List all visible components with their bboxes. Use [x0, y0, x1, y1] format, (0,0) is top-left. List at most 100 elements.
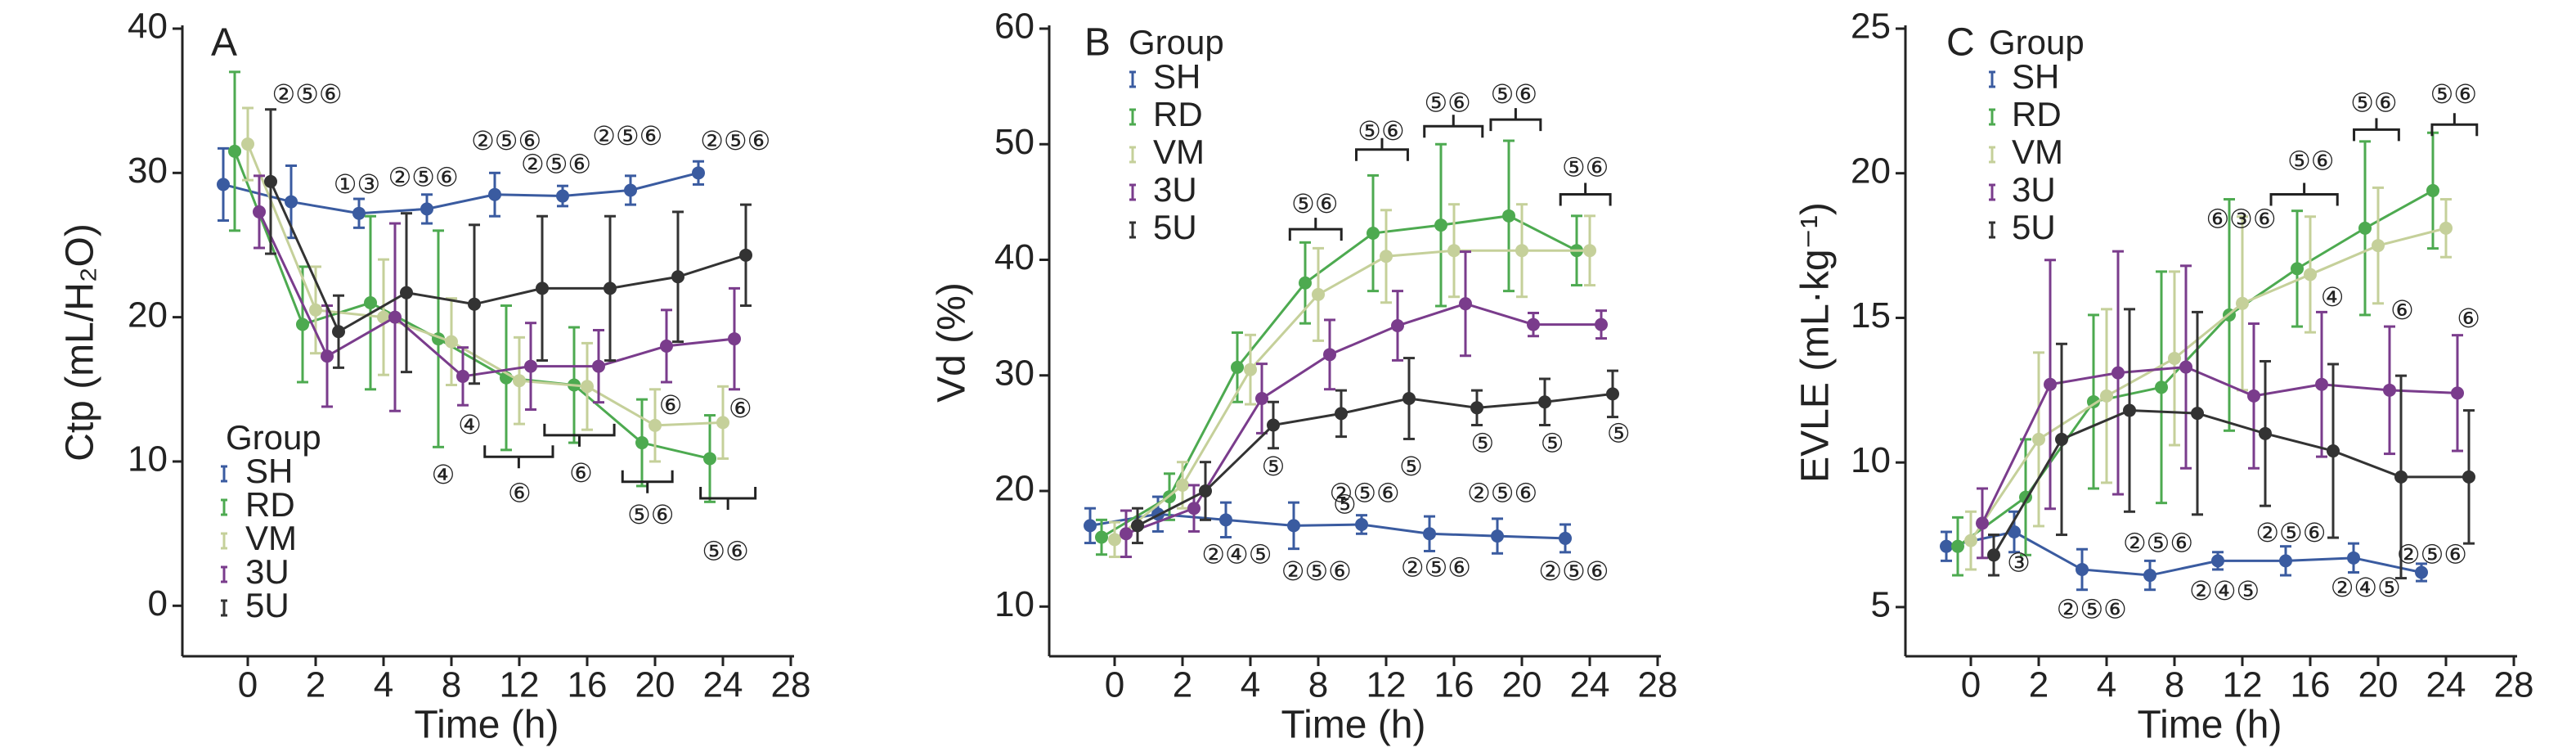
point [285, 195, 298, 209]
y-tick-label: 20 [1851, 151, 1891, 191]
x-axis-label: Time (h) [1281, 704, 1426, 747]
annotation: ②⑤⑥ [2255, 518, 2326, 547]
series-line [269, 181, 747, 334]
point [1434, 218, 1447, 232]
point [1987, 548, 2000, 562]
point [2462, 470, 2475, 484]
point [1131, 519, 1144, 533]
point [1267, 418, 1280, 432]
point [1940, 539, 1953, 553]
point [1491, 529, 1504, 543]
annotation: ②⑤⑥ [2123, 528, 2193, 557]
legend-label: RD [2012, 95, 2062, 133]
y-tick-label: 15 [1851, 295, 1891, 335]
annotation: ⑤⑥ [2430, 79, 2477, 109]
annotation: ②⑤⑥ [471, 126, 541, 155]
annotation: ⑤ [1333, 490, 1357, 520]
point [1187, 502, 1200, 516]
point [2394, 470, 2408, 484]
point [1502, 209, 1515, 223]
annotation: ②⑤⑥ [700, 126, 770, 155]
annotation: ⑤⑥ [1562, 153, 1609, 182]
annotation: ③ [2007, 548, 2031, 578]
annotation: ④ [432, 460, 456, 489]
x-tick-label: 4 [2097, 665, 2116, 705]
y-axis-label: Vd (%) [931, 282, 974, 403]
point [468, 297, 481, 311]
point [2291, 262, 2304, 276]
point [536, 281, 549, 295]
x-tick-label: 2 [2029, 665, 2049, 705]
x-tick-label: 2 [306, 665, 325, 705]
point [1323, 348, 1336, 362]
annotation: ⑥ [2457, 304, 2480, 333]
point [420, 202, 433, 216]
point [388, 310, 402, 324]
x-axis-label: Time (h) [415, 704, 559, 747]
point [1299, 276, 1312, 290]
point [2112, 366, 2125, 380]
point [2044, 377, 2057, 391]
point [728, 332, 741, 346]
annotation: ①③ [334, 169, 380, 199]
point [2279, 554, 2292, 568]
x-tick-label: 16 [2291, 665, 2331, 705]
point [1255, 392, 1268, 406]
legend-label: SH [1153, 57, 1200, 96]
annotation: ⑤⑥ [1424, 88, 1470, 117]
y-tick-label: 50 [994, 122, 1034, 162]
point [1120, 527, 1133, 541]
annotation: ②⑤⑥ [521, 149, 591, 178]
annotation: ④ [458, 410, 482, 439]
point [1199, 484, 1212, 498]
legend-label: 3U [245, 552, 289, 591]
x-tick-label: 28 [771, 665, 811, 705]
y-tick-label: 10 [994, 584, 1034, 624]
bracket [543, 423, 616, 447]
x-tick-label: 8 [442, 665, 461, 705]
legend-label: 3U [1153, 170, 1197, 209]
x-tick-label: 28 [2494, 665, 2534, 705]
point [2179, 360, 2192, 374]
x-tick-label: 24 [703, 665, 743, 705]
point [556, 189, 569, 203]
annotation: ⑤ [1470, 428, 1494, 457]
x-tick-label: 24 [1570, 665, 1610, 705]
annotation: ⑥③⑥ [2206, 204, 2276, 233]
point [1335, 407, 1348, 421]
panel-label: B [1084, 21, 1111, 65]
series-line [1101, 214, 1577, 538]
point [2327, 444, 2340, 458]
series-line [1137, 392, 1613, 527]
bracket [2430, 113, 2479, 137]
point [1287, 519, 1300, 533]
point [2008, 525, 2021, 539]
legend-label: VM [1153, 133, 1205, 171]
bracket [1489, 108, 1542, 132]
annotation: ⑤ [1607, 418, 1631, 448]
point [2315, 377, 2328, 391]
point [1976, 516, 1989, 530]
x-tick-label: 20 [2358, 665, 2399, 705]
annotation: ⑤ [1262, 452, 1286, 481]
point [524, 359, 537, 373]
x-tick-label: 4 [374, 665, 393, 705]
point [1527, 317, 1540, 331]
annotation: ②⑤⑥ [1538, 556, 1609, 586]
point [2123, 403, 2136, 417]
annotation: ⑤⑥ [1291, 189, 1338, 218]
annotation: ⑤ [1541, 428, 1564, 457]
x-tick-label: 0 [1961, 665, 1981, 705]
legend-label: 5U [1153, 208, 1197, 246]
series-line [222, 171, 699, 215]
y-tick-label: 0 [148, 583, 168, 624]
point [456, 369, 469, 383]
point [1219, 513, 1232, 527]
point [1367, 227, 1380, 241]
annotation: ②⑤⑥ [1330, 478, 1400, 507]
bracket [2353, 118, 2400, 142]
point [2383, 383, 2396, 397]
point [1951, 539, 1964, 553]
point [2236, 296, 2249, 310]
x-tick-label: 12 [500, 665, 540, 705]
